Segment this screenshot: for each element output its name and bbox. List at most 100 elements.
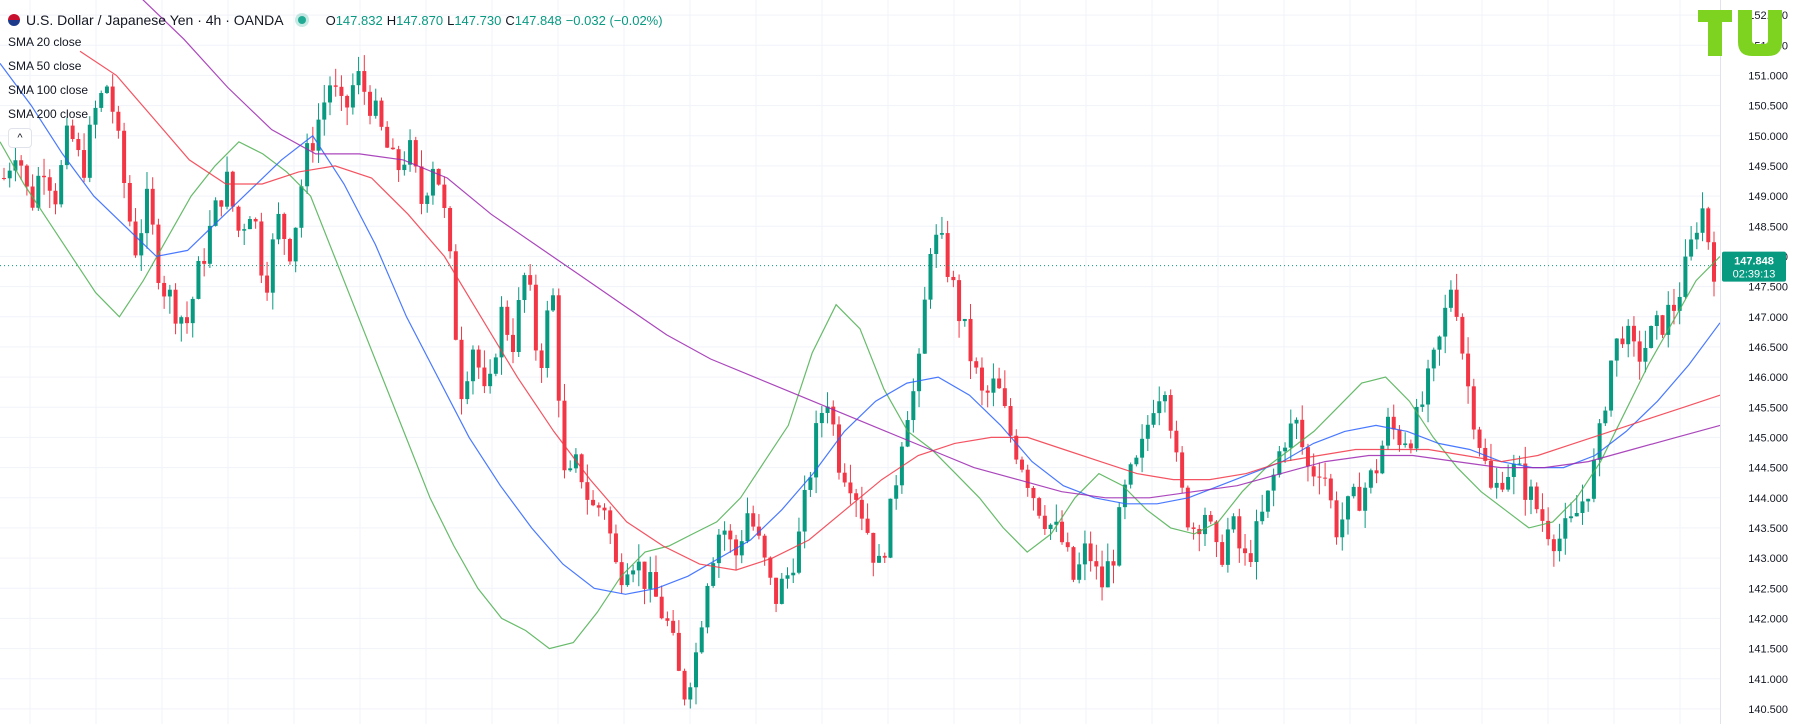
candle-body bbox=[185, 317, 190, 324]
candle-body bbox=[991, 378, 996, 393]
candle-body bbox=[59, 165, 64, 205]
candle-body bbox=[19, 160, 24, 166]
indicator-sma50[interactable]: SMA 50 close bbox=[8, 54, 663, 78]
candle-body bbox=[1317, 476, 1322, 478]
candle-body bbox=[957, 280, 962, 322]
indicator-label: SMA 100 close bbox=[8, 83, 89, 97]
symbol-header: U.S. Dollar / Japanese Yen · 4h · OANDA … bbox=[8, 10, 663, 30]
candle-body bbox=[768, 557, 773, 578]
candle-body bbox=[1460, 316, 1465, 354]
candle-body bbox=[939, 233, 944, 235]
candle-body bbox=[808, 477, 813, 490]
candle-body bbox=[562, 400, 567, 471]
candle-body bbox=[385, 126, 390, 148]
candle-body bbox=[974, 361, 979, 368]
candle-body bbox=[648, 572, 653, 589]
candle-body bbox=[1706, 208, 1711, 243]
candle-body bbox=[1042, 515, 1047, 530]
candle-body bbox=[1609, 360, 1614, 411]
candle-body bbox=[173, 289, 178, 324]
candle-body bbox=[1631, 325, 1636, 342]
candle-body bbox=[1088, 543, 1093, 562]
candle-body bbox=[1117, 507, 1122, 566]
candle-body bbox=[139, 233, 144, 256]
candle-body bbox=[568, 468, 573, 471]
candle-body bbox=[1386, 416, 1391, 446]
candle-body bbox=[122, 130, 127, 184]
candle-body bbox=[522, 275, 527, 301]
candle-body bbox=[665, 618, 670, 621]
candle-body bbox=[230, 171, 235, 207]
candle-body bbox=[488, 373, 493, 387]
symbol-title[interactable]: U.S. Dollar / Japanese Yen · 4h · OANDA bbox=[26, 12, 284, 28]
candle-body bbox=[287, 239, 292, 262]
candle-body bbox=[1677, 296, 1682, 311]
candle-body bbox=[659, 596, 664, 619]
candle-body bbox=[1643, 347, 1648, 362]
candle-body bbox=[1140, 438, 1145, 458]
candle-body bbox=[1671, 304, 1676, 311]
candle-body bbox=[636, 561, 641, 571]
candle-body bbox=[1300, 419, 1305, 448]
y-tick-label: 146.000 bbox=[1748, 372, 1788, 384]
candle-body bbox=[1111, 561, 1116, 566]
candle-body bbox=[505, 306, 510, 335]
candle-body bbox=[1345, 496, 1350, 520]
candle-body bbox=[350, 85, 355, 108]
candle-body bbox=[1271, 474, 1276, 491]
candle-body bbox=[1225, 529, 1230, 565]
candle-body bbox=[1220, 542, 1225, 565]
y-tick-label: 149.500 bbox=[1748, 161, 1788, 173]
candle-body bbox=[253, 219, 258, 222]
close-label: C bbox=[505, 12, 515, 28]
candle-body bbox=[585, 482, 590, 500]
candle-body bbox=[533, 284, 538, 351]
candle-body bbox=[1488, 460, 1493, 488]
candle-body bbox=[390, 147, 395, 150]
candle-body bbox=[436, 168, 441, 185]
candle-body bbox=[465, 381, 470, 400]
candle-body bbox=[596, 505, 601, 508]
candle-body bbox=[1128, 464, 1133, 485]
candle-body bbox=[1700, 208, 1705, 233]
candle-body bbox=[825, 406, 830, 413]
candle-body bbox=[430, 168, 435, 196]
candle-body bbox=[859, 499, 864, 519]
indicator-sma20[interactable]: SMA 20 close bbox=[8, 30, 663, 54]
candle-body bbox=[699, 627, 704, 653]
candle-body bbox=[888, 498, 893, 558]
candle-body bbox=[1048, 524, 1053, 530]
candle-body bbox=[1426, 368, 1431, 405]
low-value: 147.730 bbox=[454, 12, 502, 28]
candle-body bbox=[848, 482, 853, 494]
tradingview-logo-icon bbox=[1698, 10, 1782, 56]
indicator-sma100[interactable]: SMA 100 close bbox=[8, 78, 663, 102]
candle-body bbox=[225, 171, 230, 207]
candle-body bbox=[894, 485, 899, 499]
candle-body bbox=[694, 652, 699, 688]
y-tick-label: 143.000 bbox=[1748, 553, 1788, 565]
candle-body bbox=[213, 200, 218, 226]
candle-body bbox=[247, 219, 252, 230]
candle-body bbox=[1374, 470, 1379, 474]
candle-body bbox=[110, 86, 115, 112]
collapse-legend-button[interactable]: ^ bbox=[8, 128, 32, 148]
candle-body bbox=[882, 555, 887, 558]
candle-body bbox=[739, 541, 744, 556]
candle-body bbox=[379, 100, 384, 127]
candle-body bbox=[259, 221, 264, 276]
candle-body bbox=[47, 177, 52, 191]
candle-body bbox=[310, 143, 315, 151]
candle-body bbox=[688, 687, 693, 700]
candle-body bbox=[305, 143, 310, 187]
candle-body bbox=[705, 585, 710, 628]
candle-body bbox=[402, 164, 407, 171]
candle-body bbox=[1466, 353, 1471, 387]
sma50-line bbox=[0, 63, 1721, 595]
candle-body bbox=[316, 119, 321, 151]
candle-body bbox=[1563, 518, 1568, 539]
indicator-sma200[interactable]: SMA 200 close bbox=[8, 102, 663, 126]
candle-body bbox=[413, 140, 418, 167]
candle-body bbox=[1305, 447, 1310, 467]
